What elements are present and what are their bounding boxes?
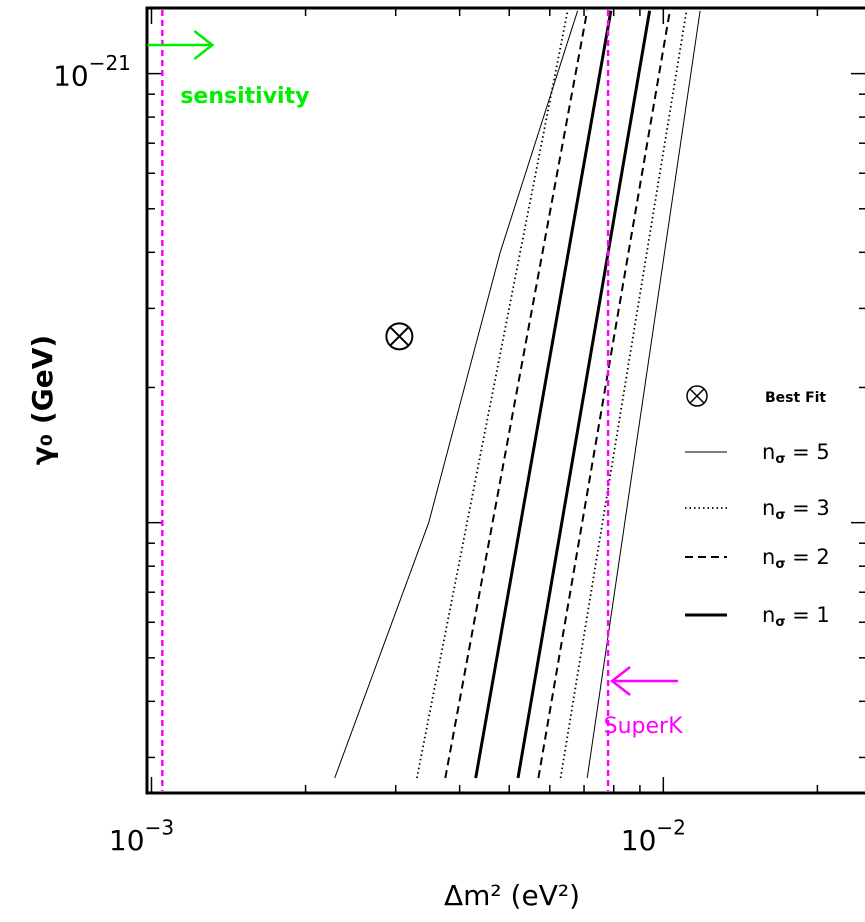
sensitivity-label: sensitivity: [180, 84, 309, 109]
series-line: [559, 10, 688, 779]
series-line: [474, 10, 613, 779]
x-tick-label: 10−2: [621, 816, 686, 857]
series-line: [516, 10, 652, 779]
legend-label: Best Fit: [765, 390, 826, 406]
legend: Best Fit nσ = 5 nσ = 3 nσ = 2 nσ = 1: [685, 385, 830, 630]
legend-cross-icon: [689, 388, 705, 404]
x-axis-label: Δm² (eV²): [444, 879, 580, 912]
series-line: [586, 10, 701, 779]
legend-label: nσ = 3: [762, 496, 830, 523]
superk-label: SuperK: [604, 714, 683, 739]
ticks: 10−3 10−2 10−21: [53, 8, 865, 857]
series-line: [334, 10, 579, 779]
y-axis-label: γ₀ (GeV): [26, 335, 59, 465]
series-line: [416, 10, 569, 779]
legend-label: nσ = 2: [762, 545, 830, 572]
best-fit-cross-icon: [389, 326, 410, 347]
best-fit-marker: [385, 322, 414, 351]
annotations: sensitivity SuperK: [147, 10, 683, 791]
y-tick-label: 10−21: [53, 51, 131, 92]
legend-marker: [686, 385, 708, 407]
arrow-left-icon: [610, 666, 679, 696]
legend-label: nσ = 1: [762, 603, 830, 630]
arrow-right-icon: [147, 30, 215, 60]
series-line: [444, 10, 589, 779]
curves: [334, 10, 701, 779]
legend-label: nσ = 5: [762, 440, 830, 467]
x-tick-label: 10−3: [109, 816, 174, 857]
plot-frame: [145, 6, 865, 795]
